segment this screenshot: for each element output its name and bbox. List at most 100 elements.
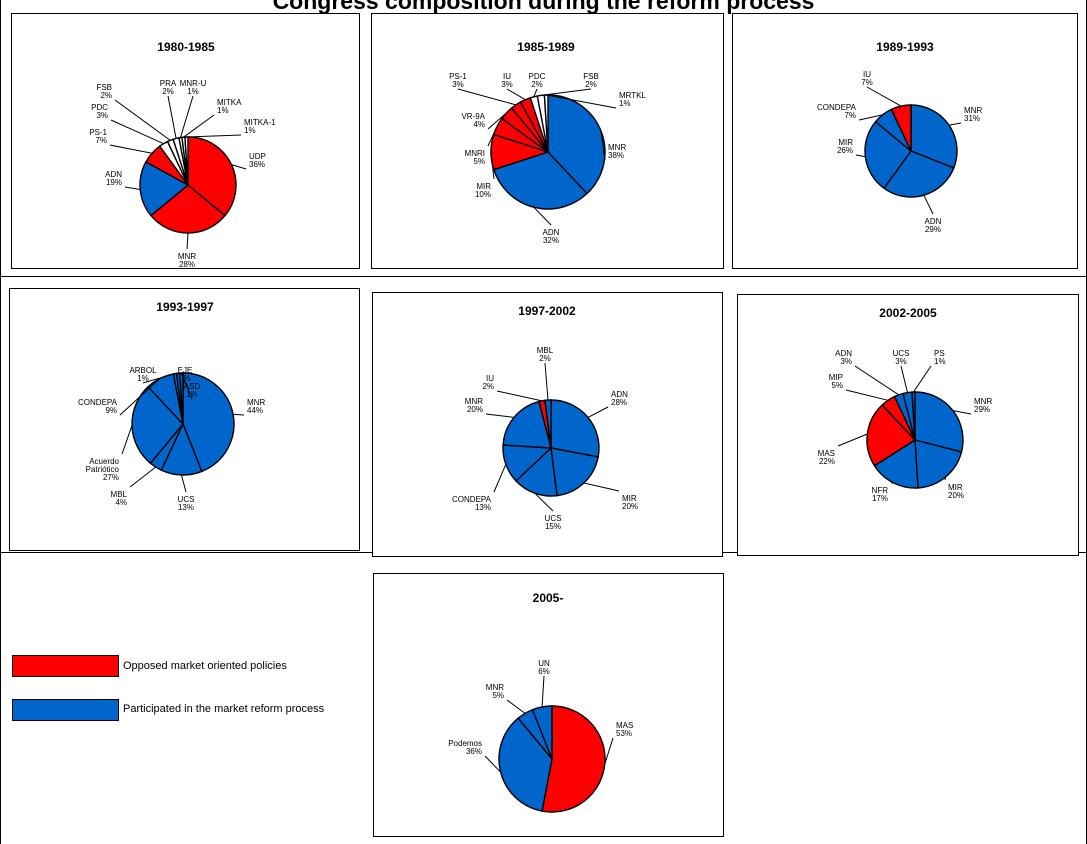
- leader-line: [121, 425, 133, 455]
- leader-line: [845, 389, 889, 401]
- pie-chart-2002-2005: 2002-2005 MNR 29% MIR 20% NFR 17% MAS 22% MIP 5% AD…: [818, 306, 993, 503]
- chart-title: 1985-1989: [517, 40, 575, 54]
- leader-line: [952, 410, 972, 415]
- slice-label: ARBOL 1%: [129, 366, 157, 383]
- slice-label: MAS 22%: [818, 449, 835, 466]
- pie-slice-un: [531, 705, 553, 760]
- slice-label: UN 6%: [538, 659, 550, 676]
- leader-line: [186, 232, 189, 250]
- slice-label: MNR 31%: [964, 106, 982, 123]
- leader-line: [540, 88, 592, 96]
- slice-label: MNR 38%: [608, 143, 626, 160]
- slice-label: MIR 10%: [475, 182, 491, 199]
- slice-label: Podemos 36%: [448, 739, 482, 756]
- slice-label: VR-9A 4%: [461, 112, 485, 129]
- leader-line: [944, 476, 947, 481]
- chart-panel-1997-2002: 1997-2002 ADN 28% MIR 20% UCS 15% CONDEPA 13% MNR…: [372, 292, 723, 557]
- slice-label: MNR 5%: [486, 683, 504, 700]
- slice-label: MNR 29%: [974, 397, 992, 414]
- leader-line: [533, 206, 552, 226]
- slice-label: MNR-U 1%: [180, 79, 207, 96]
- legend-label-opposed: Opposed market oriented policies: [123, 660, 287, 672]
- leader-line: [490, 151, 495, 180]
- leader-line: [231, 164, 247, 170]
- slice-label: MNRI 5%: [465, 149, 485, 166]
- leader-line: [855, 154, 866, 158]
- slice-label: CONDEPA 9%: [78, 398, 118, 415]
- legend-swatch-opposed: [12, 655, 119, 677]
- leader-line: [837, 433, 868, 447]
- leader-line: [541, 675, 545, 707]
- pie-slice-mnr: [150, 184, 226, 234]
- slice-label: MIR 20%: [622, 494, 638, 511]
- leader-line: [110, 119, 164, 145]
- slice-label: PDC 2%: [529, 72, 546, 89]
- leader-line: [600, 130, 606, 161]
- slice-label: PS 1%: [934, 349, 946, 366]
- leader-line: [180, 372, 193, 400]
- legend-label-participated: Participated in the market reform proces…: [123, 703, 325, 715]
- slice-label: FSB 2%: [583, 72, 599, 89]
- row-divider-1: [0, 276, 1087, 277]
- pie-chart-1997-2002: 1997-2002 ADN 28% MIR 20% UCS 15% CONDEPA 13% MNR…: [452, 304, 638, 531]
- pie-slice-ps: [911, 391, 916, 441]
- pie-slice-mnr: [502, 400, 552, 449]
- slice-label: MBL 4%: [111, 490, 128, 507]
- pie-slice-adn: [139, 160, 190, 217]
- page-title: Congress composition during the reform p…: [272, 0, 815, 14]
- slice-label: ASD 1%: [184, 382, 201, 399]
- chart-panel-1985-1989: 1985-1989 MNR 38% ADN 32% MIR 10% MNRI 5% VR-9A 4%…: [371, 13, 724, 269]
- pie-slice-mir: [550, 447, 599, 497]
- slice-label: PDC 3%: [91, 103, 108, 120]
- chart-title: 1989-1993: [876, 40, 934, 54]
- pie-slice-adn: [550, 399, 600, 458]
- leader-line: [923, 194, 934, 215]
- leader-line: [587, 406, 609, 418]
- leader-line: [583, 482, 620, 492]
- slice-label: UCS 13%: [178, 495, 195, 512]
- pie-slice-adn: [882, 150, 955, 198]
- leader-line: [854, 365, 899, 396]
- leader-line: [948, 122, 962, 126]
- leader-line: [233, 413, 245, 416]
- slice-label: MIP 5%: [829, 373, 843, 390]
- slice-label: MBL 2%: [537, 346, 554, 363]
- slice-label: MNR 28%: [178, 252, 196, 269]
- slice-label: Acuerdo Patriótico 27%: [86, 457, 120, 482]
- pie-chart-2005: 2005- MAS 53% Podemos 36% MNR 5% UN 6%: [448, 591, 633, 813]
- slice-label: IU 7%: [861, 70, 873, 87]
- slice-label: NFR 17%: [872, 486, 889, 503]
- leader-line: [485, 413, 515, 418]
- chart-panel-2005: 2005- MAS 53% Podemos 36% MNR 5% UN 6%: [373, 573, 724, 837]
- pie-slice-udp: [187, 136, 237, 217]
- pie-slice-mnr: [182, 372, 235, 473]
- slice-label: UDP 36%: [249, 152, 266, 169]
- slice-label: CONDEPA 13%: [452, 495, 492, 512]
- leader-line: [496, 390, 543, 402]
- leader-line: [533, 88, 538, 97]
- pie-slice-mir: [914, 439, 963, 489]
- chart-panel-2002-2005: 2002-2005 MNR 29% MIR 20% NFR 17% MAS 22% MIP 5% AD…: [737, 294, 1079, 556]
- slice-label: MITKA 1%: [217, 98, 242, 115]
- leader-line: [866, 86, 902, 107]
- leader-line: [180, 474, 187, 493]
- chart-title: 2005-: [533, 591, 564, 605]
- leader-line: [186, 134, 242, 138]
- slice-label: MITKA-1 1%: [244, 118, 276, 135]
- leader-line: [124, 186, 141, 190]
- leader-line: [487, 112, 507, 130]
- leader-line: [534, 492, 554, 512]
- chart-title: 2002-2005: [879, 306, 937, 320]
- slice-label: MIR 26%: [837, 138, 853, 155]
- leader-line: [493, 464, 507, 493]
- slice-label: MRTKL 1%: [619, 91, 647, 108]
- slice-label: CONDEPA 7%: [817, 103, 857, 120]
- slice-label: PRA 2%: [160, 79, 177, 96]
- pie-slice-acuerdo-patri-tico: [131, 385, 184, 465]
- pie-chart-1989-1993: 1989-1993 MNR 31% ADN 29% MIR 26% CONDEPA 7% IU 7%: [817, 40, 982, 234]
- legend-swatch-participated: [12, 699, 119, 721]
- leader-line: [180, 95, 194, 138]
- leader-line: [114, 99, 171, 141]
- slice-label: UCS 3%: [893, 349, 910, 366]
- slice-label: ADN 3%: [835, 349, 852, 366]
